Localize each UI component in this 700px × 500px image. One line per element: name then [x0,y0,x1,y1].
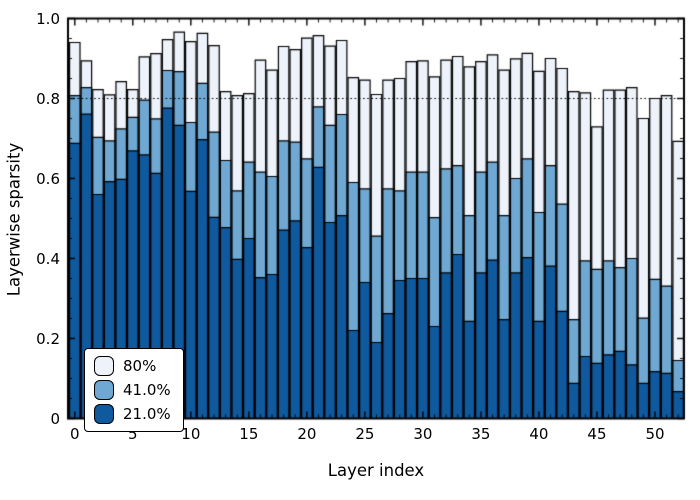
x-tick-label: 30 [413,424,433,443]
x-tick-label: 25 [355,424,375,443]
y-axis-label: Layerwise sparsity [4,142,24,297]
legend-entry-21: 21.0% [94,404,171,424]
y-tick-label: 1.0 [36,9,60,28]
legend: 80% 41.0% 21.0% [84,348,184,432]
x-tick-label: 0 [70,424,80,443]
y-tick-label: 0.6 [36,169,60,188]
legend-label-80: 80% [123,356,157,375]
legend-entry-80: 80% [94,356,171,376]
legend-label-41: 41.0% [123,380,171,399]
x-tick-label: 20 [297,424,317,443]
x-tick-label: 15 [239,424,259,443]
y-tick-label: 0.8 [36,89,60,108]
x-tick-label: 50 [645,424,665,443]
x-tick-label: 10 [181,424,201,443]
y-tick-label: 0.4 [36,249,60,268]
x-axis-label: Layer index [327,461,425,480]
y-tick-label: 0 [50,409,60,428]
x-tick-label: 45 [587,424,607,443]
legend-label-21: 21.0% [123,404,171,423]
legend-swatch-80-icon [94,356,114,376]
x-tick-label: 5 [128,424,138,443]
legend-entry-41: 41.0% [94,380,171,400]
legend-swatch-21-icon [94,404,114,424]
x-tick-label: 35 [471,424,491,443]
y-tick-label: 0.2 [36,329,60,348]
x-tick-label: 40 [529,424,549,443]
legend-swatch-41-icon [94,380,114,400]
